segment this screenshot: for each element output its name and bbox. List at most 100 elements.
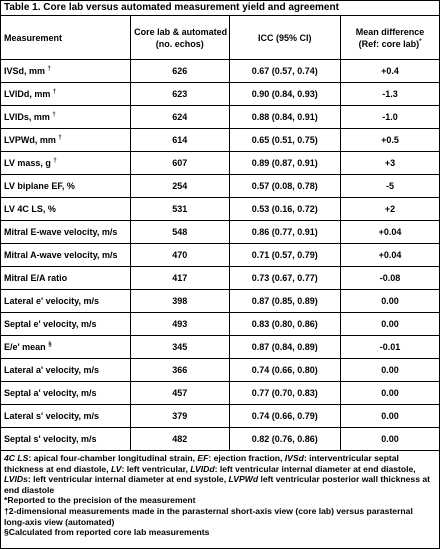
cell-icc: 0.65 (0.51, 0.75) [228,128,341,152]
footnote-star: *Reported to the precision of the measur… [4,495,196,506]
cell-measurement-text: Septal a' velocity, m/s [4,388,97,398]
cell-icc-text: 0.87 (0.85, 0.89) [251,296,318,306]
table-row: Septal s' velocity, m/s 482 0.82 (0.76, 0… [1,427,439,451]
abbreviation-definition: : apical four-chamber longitudinal strai… [28,453,198,463]
cell-count-text: 624 [172,112,188,122]
header-diff-line1: Mean difference [355,26,425,37]
measurement-footnote-mark: † [47,66,51,72]
cell-mean-difference: 0.00 [340,289,439,313]
cell-measurement: Mitral A-wave velocity, m/s [1,243,131,267]
cell-measurement: Mitral E/A ratio [1,266,131,290]
cell-measurement: Septal a' velocity, m/s [1,381,131,405]
cell-measurement: LVIDd, mm † [1,82,131,106]
cell-measurement-text: LVIDd, mm [4,89,51,99]
cell-mean-difference: 0.00 [340,404,439,428]
measurement-footnote-mark: † [58,135,62,141]
abbreviation-term: LVPWd [228,474,259,485]
cell-icc: 0.73 (0.67, 0.77) [228,266,341,290]
cell-mean-difference: +3 [340,151,439,175]
cell-measurement-text: Septal s' velocity, m/s [4,434,97,444]
cell-icc: 0.90 (0.84, 0.93) [228,82,341,106]
cell-mean-difference-text: +0.04 [378,227,402,237]
cell-measurement-text: Mitral E-wave velocity, m/s [4,227,118,237]
results-table: Measurement Core lab & automated (no. ec… [1,16,439,451]
cell-mean-difference-text: -0.08 [379,273,401,283]
header-count-line1: Core lab & automated [134,26,228,37]
cell-mean-difference-text: 0.00 [381,411,399,421]
cell-mean-difference: -0.08 [340,266,439,290]
table-row: Septal e' velocity, m/s 493 0.83 (0.80, 0… [1,312,439,336]
header-mean-difference: Mean difference (Ref: core lab)* [340,16,439,60]
cell-mean-difference: 0.00 [340,312,439,336]
cell-count: 548 [130,220,230,244]
cell-count-text: 379 [172,411,188,421]
cell-count: 623 [130,82,230,106]
footnote-dagger: †2-dimensional measurements made in the … [4,505,413,527]
abbreviation-definition: left ventricular posterior wall thicknes… [4,474,431,495]
cell-mean-difference-text: -0.01 [379,342,401,352]
cell-mean-difference-text: +0.04 [378,250,402,260]
table-row: LV 4C LS, % 531 0.53 (0.16, 0.72) +2 [1,197,439,221]
cell-measurement: E/e' mean § [1,335,131,359]
cell-measurement: LVPWd, mm † [1,128,131,152]
abbreviation-definition: : left ventricular internal diameter at … [214,463,416,474]
abbreviation-definition: : left ventricular internal diameter at … [27,474,229,485]
cell-mean-difference: +0.5 [340,128,439,152]
cell-count-text: 626 [172,66,188,76]
cell-mean-difference: 0.00 [340,381,439,405]
cell-count: 493 [130,312,230,336]
table-row: Lateral s' velocity, m/s 379 0.74 (0.66, … [1,404,439,428]
abbreviation-term: LV [110,463,122,474]
cell-measurement-text: Lateral e' velocity, m/s [4,296,100,306]
table-row: Lateral e' velocity, m/s 398 0.87 (0.85, … [1,289,439,313]
cell-mean-difference: 0.00 [340,358,439,382]
cell-icc: 0.87 (0.85, 0.89) [228,289,341,313]
cell-mean-difference: +2 [340,197,439,221]
cell-count-text: 623 [172,89,188,99]
header-diff-line2: (Ref: core lab) [358,38,420,49]
abbreviation-definition: : ejection fraction, [208,453,285,463]
cell-count-text: 470 [172,250,188,260]
cell-icc-text: 0.74 (0.66, 0.80) [251,365,318,375]
cell-mean-difference-text: +0.4 [381,66,399,76]
table-row: LV mass, g † 607 0.89 (0.87, 0.91) +3 [1,151,439,175]
cell-count: 254 [130,174,230,198]
abbreviation-term: EF [197,453,209,463]
cell-icc-text: 0.67 (0.57, 0.74) [251,66,318,76]
cell-measurement: Septal e' velocity, m/s [1,312,131,336]
cell-count-text: 398 [172,296,188,306]
header-row: Measurement Core lab & automated (no. ec… [1,16,439,60]
cell-mean-difference-text: 0.00 [381,434,399,444]
cell-icc: 0.71 (0.57, 0.79) [228,243,341,267]
cell-icc-text: 0.87 (0.84, 0.89) [251,342,318,352]
header-count: Core lab & automated (no. echos) [130,16,230,60]
cell-icc-text: 0.90 (0.84, 0.93) [251,89,318,99]
cell-icc: 0.87 (0.84, 0.89) [228,335,341,359]
abbreviation-term: LVIDd [190,463,215,474]
cell-icc-text: 0.86 (0.77, 0.91) [251,227,318,237]
cell-mean-difference: 0.00 [340,427,439,451]
cell-mean-difference: +0.04 [340,220,439,244]
cell-icc: 0.89 (0.87, 0.91) [228,151,341,175]
cell-mean-difference-text: 0.00 [381,319,399,329]
cell-mean-difference-text: -1.3 [382,89,398,99]
header-diff-sup: * [419,38,422,45]
cell-icc: 0.77 (0.70, 0.83) [228,381,341,405]
measurement-footnote-mark: † [52,112,56,118]
table-row: LVPWd, mm † 614 0.65 (0.51, 0.75) +0.5 [1,128,439,152]
cell-count: 607 [130,151,230,175]
header-count-line2: (no. echos) [155,38,204,49]
cell-icc-text: 0.74 (0.66, 0.79) [251,411,318,421]
cell-count: 470 [130,243,230,267]
table-row: Lateral a' velocity, m/s 366 0.74 (0.66, … [1,358,439,382]
cell-icc: 0.53 (0.16, 0.72) [228,197,341,221]
measurement-footnote-mark: § [48,342,52,348]
cell-count: 379 [130,404,230,428]
table-row: E/e' mean § 345 0.87 (0.84, 0.89) -0.01 [1,335,439,359]
cell-count: 345 [130,335,230,359]
cell-icc: 0.67 (0.57, 0.74) [228,59,341,83]
cell-icc-text: 0.88 (0.84, 0.91) [251,112,318,122]
cell-mean-difference-text: 0.00 [381,388,399,398]
cell-icc-text: 0.53 (0.16, 0.72) [251,204,318,214]
cell-count: 417 [130,266,230,290]
